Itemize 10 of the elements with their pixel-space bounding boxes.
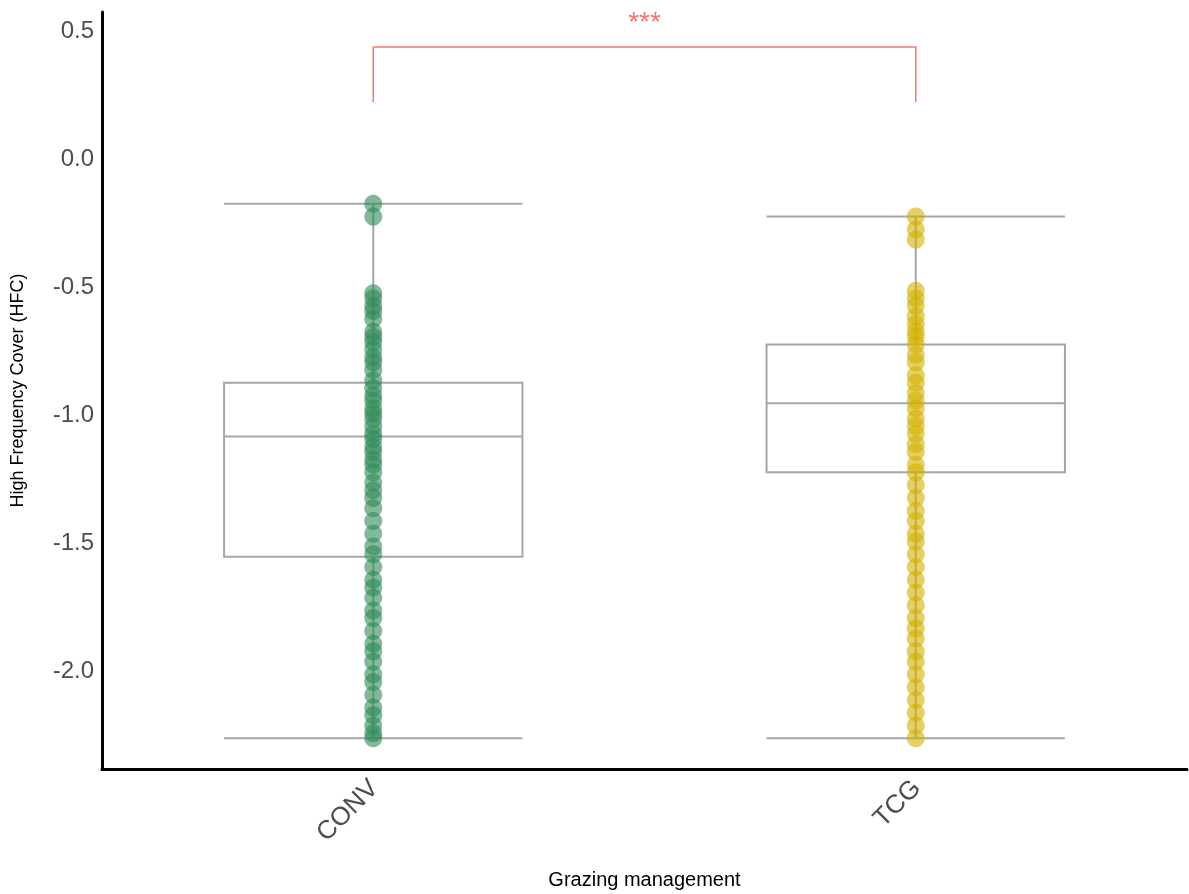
x-tick-label: TCG: [866, 772, 927, 833]
y-tick-label: -2.0: [52, 655, 94, 683]
y-tick-label: 0.0: [60, 144, 94, 172]
y-tick-label: -1.5: [52, 527, 94, 555]
x-axis-title: Grazing management: [548, 868, 742, 890]
y-tick-label: 0.5: [60, 16, 94, 44]
y-axis-title: High Frequency Cover (HFC): [7, 273, 27, 508]
y-tick-label: -0.5: [52, 272, 94, 300]
y-tick-label: -1.0: [52, 400, 94, 428]
annotation: ***: [628, 6, 661, 38]
